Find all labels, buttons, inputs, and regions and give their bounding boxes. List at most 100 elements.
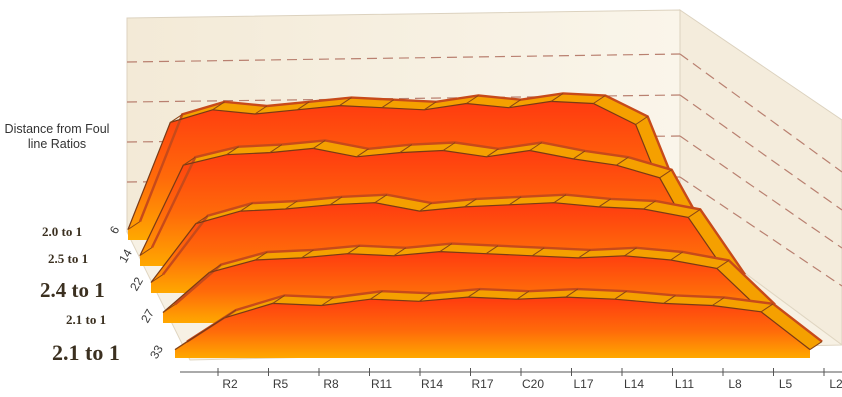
- ribbon-facet-line: [464, 198, 477, 208]
- ribbon-facet-line: [578, 249, 591, 259]
- side-wall: [679, 9, 842, 346]
- ribbon-facet-line: [516, 290, 530, 300]
- x-tick-label: L14: [624, 377, 644, 391]
- ribbon-facet-line: [174, 341, 188, 351]
- ribbon-facet-line: [659, 169, 672, 179]
- ribbon-facet-line: [439, 243, 453, 253]
- back-gridline: [126, 53, 681, 63]
- x-tick-label: R5: [273, 377, 289, 391]
- ribbon-facet-line: [255, 251, 268, 261]
- x-tick-label: R2: [222, 377, 238, 391]
- depth-tick-label: 33: [147, 342, 166, 361]
- ribbon-facet-line: [312, 139, 326, 149]
- ribbon-facet-line: [423, 101, 437, 111]
- x-tick-label: R11: [371, 377, 392, 391]
- x-tick-label: R8: [323, 377, 339, 391]
- ribbon-facet-line: [296, 101, 310, 111]
- ribbon-facet-line: [419, 202, 432, 212]
- ribbon-facet-line: [550, 92, 564, 102]
- ribbon-facet-line: [712, 297, 725, 306]
- depth-tick-label: 6: [107, 223, 123, 236]
- ribbon-front-edge: [139, 147, 704, 256]
- ribbon-facet-line: [508, 196, 522, 206]
- depth-tick-label: 27: [138, 306, 157, 325]
- y-axis-label: Distance from Foul line Ratios: [4, 122, 110, 151]
- ribbon-facet-line: [466, 95, 479, 104]
- ribbon-facet-line: [486, 148, 499, 158]
- x-tick-label: L11: [675, 377, 694, 391]
- ribbon-front-edge: [127, 100, 679, 230]
- ribbon-front-edge: [150, 202, 734, 283]
- ribbon-facet-line: [226, 146, 239, 156]
- x-tick-label: L17: [573, 377, 593, 391]
- x-tick-label: R14: [421, 377, 443, 391]
- ribbon-facet-line: [485, 245, 499, 255]
- side-gridline: [679, 176, 842, 287]
- depth-tick-label: 14: [116, 246, 135, 265]
- ribbon-facet-line: [195, 215, 209, 225]
- ribbon-facet-line: [760, 303, 774, 313]
- row-ratio-label: 2.4 to 1: [40, 278, 105, 302]
- x-tick-label: L2: [829, 377, 842, 391]
- ribbon-facet-line: [635, 116, 648, 125]
- ribbon-front-edge: [162, 250, 764, 313]
- ribbon-facet-line: [150, 274, 164, 283]
- ribbon-facet-line: [809, 341, 823, 351]
- ribbon-facet-line: [381, 99, 395, 109]
- ribbon-top-edge: [174, 242, 776, 306]
- ribbon-facet-line: [370, 290, 383, 300]
- ribbon-facet-line: [347, 245, 360, 255]
- ribbon-top-edge: [162, 193, 746, 276]
- ribbon-facet-line: [716, 259, 730, 269]
- ribbon-facet-line: [356, 148, 369, 158]
- ribbon-facet-line: [139, 247, 153, 256]
- ribbon-facet-line: [508, 99, 522, 109]
- row-ratio-label: 2.1 to 1: [52, 340, 120, 365]
- ribbon-facet-line: [593, 95, 606, 104]
- ribbon-front-edge: [174, 296, 811, 351]
- ribbon-facet-line: [614, 290, 627, 300]
- ribbon-facet-line: [272, 294, 285, 304]
- row-ratio-label: 2.5 to 1: [48, 251, 89, 266]
- ribbon-facet-line: [399, 144, 413, 154]
- ribbon-facet-line: [624, 247, 637, 257]
- ribbon-facet-line: [663, 294, 676, 304]
- ribbon-facet-line: [670, 251, 683, 261]
- ribbon-facet-line: [572, 150, 586, 160]
- x-tick-label: C20: [522, 377, 544, 391]
- ribbon-facet-line: [529, 142, 543, 151]
- ribbon-facet-line: [183, 156, 196, 166]
- side-gridline: [679, 53, 842, 173]
- side-gridline: [679, 94, 842, 211]
- ribbon-facet-line: [240, 202, 253, 212]
- ribbon-top-edge: [138, 92, 692, 222]
- ribbon-facet-line: [127, 221, 141, 230]
- ribbon-facet-line: [339, 97, 352, 107]
- ribbon-facet-line: [212, 101, 225, 111]
- ribbon-facet-line: [467, 288, 481, 298]
- ribbon-facet-line: [162, 304, 176, 313]
- ribbon-facet-line: [531, 247, 545, 257]
- ribbon-facet-line: [687, 208, 701, 218]
- x-tick-label: R17: [471, 377, 493, 391]
- depth-tick-label: 22: [127, 274, 146, 293]
- ribbon-facet-line: [418, 292, 432, 302]
- ribbon-facet-line: [565, 288, 579, 298]
- ribbon-facet-line: [374, 194, 388, 204]
- ribbon-facet-line: [285, 200, 298, 210]
- ribbon-facet-line: [269, 144, 283, 154]
- row-ratio-label: 2.0 to 1: [42, 224, 83, 239]
- ribbon-top-edge: [186, 287, 823, 343]
- ribbon-facet-line: [223, 309, 237, 319]
- x-tick-label: L5: [779, 377, 793, 391]
- ribbon-top-edge: [150, 139, 717, 249]
- ribbon-facet-line: [442, 142, 456, 151]
- ribbon-facet-line: [254, 105, 268, 115]
- ribbon-facet-line: [208, 264, 222, 274]
- ribbon-facet-line: [643, 200, 656, 210]
- x-tick-label: L8: [728, 377, 742, 391]
- ribbon-facet-line: [616, 156, 629, 166]
- ribbon-facet-line: [553, 194, 567, 204]
